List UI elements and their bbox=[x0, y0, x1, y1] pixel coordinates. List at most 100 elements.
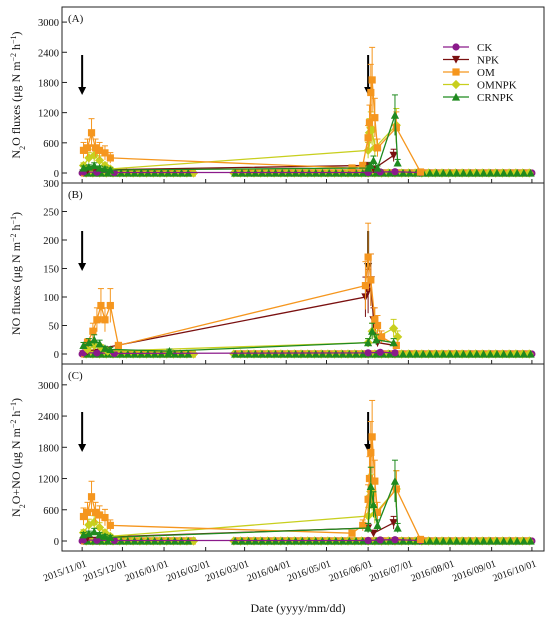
y-tick-label: 100 bbox=[43, 293, 59, 304]
y-axis-label-part: h bbox=[9, 224, 23, 233]
baseline-marker bbox=[439, 349, 448, 358]
baseline-marker bbox=[425, 536, 434, 545]
y-tick-label: 3000 bbox=[38, 381, 59, 392]
data-point bbox=[79, 146, 88, 154]
baseline-marker bbox=[439, 536, 448, 545]
baseline-marker bbox=[459, 536, 468, 545]
baseline-marker bbox=[445, 168, 455, 177]
panel-label: (A) bbox=[68, 13, 84, 25]
data-point bbox=[371, 316, 379, 324]
y-tick-label: 2400 bbox=[38, 412, 59, 423]
data-point bbox=[364, 349, 372, 357]
data-point bbox=[392, 485, 400, 493]
x-tick-label: 2016/03/01 bbox=[204, 558, 251, 584]
data-point bbox=[364, 536, 372, 545]
data-point bbox=[101, 149, 109, 157]
data-point bbox=[89, 340, 99, 351]
x-tick-label: 2016/08/01 bbox=[409, 558, 456, 584]
series-crnpk bbox=[79, 94, 402, 174]
data-point bbox=[106, 345, 115, 354]
data-point bbox=[165, 347, 174, 355]
baseline-marker bbox=[385, 536, 394, 545]
baseline-marker bbox=[445, 536, 455, 545]
data-point bbox=[368, 433, 376, 441]
y-tick-label: 200 bbox=[43, 236, 59, 247]
data-point bbox=[100, 344, 110, 352]
data-point bbox=[91, 508, 100, 516]
x-axis-ticks: 2015/11/012015/12/012016/01/012016/02/01… bbox=[42, 558, 538, 584]
baseline-marker bbox=[311, 349, 320, 358]
data-point bbox=[359, 161, 367, 170]
series-line bbox=[83, 480, 399, 539]
panel-a: 0 600 1200 1800 2400 3000 (A) N2O fluxes (μg N … bbox=[9, 6, 545, 184]
baseline-marker bbox=[513, 349, 522, 358]
x-tick-label: 2016/09/01 bbox=[451, 558, 498, 584]
baseline-marker bbox=[452, 536, 461, 545]
baseline-marker bbox=[304, 349, 314, 358]
data-point bbox=[83, 144, 92, 152]
baseline-marker bbox=[526, 168, 535, 177]
fertilization-arrow-head bbox=[364, 444, 373, 452]
x-tick-label: 2015/12/01 bbox=[82, 558, 129, 584]
y-tick-label: 600 bbox=[43, 139, 59, 150]
baseline-marker bbox=[479, 349, 488, 358]
data-point bbox=[95, 163, 104, 172]
baseline-marker bbox=[412, 349, 421, 358]
data-point bbox=[101, 513, 109, 522]
series-crnpk bbox=[79, 322, 398, 355]
y-axis-label-part: N bbox=[9, 508, 23, 517]
series-crnpk bbox=[79, 459, 402, 541]
data-point bbox=[359, 521, 367, 529]
series-om bbox=[83, 222, 400, 350]
baseline-marker bbox=[278, 349, 287, 358]
data-point bbox=[367, 448, 375, 457]
baseline-marker bbox=[452, 168, 461, 177]
data-point bbox=[90, 161, 99, 170]
y-axis-label-part: −1 bbox=[9, 35, 18, 44]
data-point bbox=[93, 349, 101, 357]
data-point bbox=[89, 327, 97, 335]
x-tick-label: 2016/10/01 bbox=[491, 558, 538, 584]
baseline-marker bbox=[466, 168, 475, 177]
legend-marker bbox=[451, 55, 461, 64]
data-point bbox=[373, 163, 382, 172]
data-point bbox=[371, 477, 379, 485]
y-axis-label-part: O+NO (μg N m bbox=[9, 427, 23, 504]
baseline-marker bbox=[405, 349, 414, 358]
data-point bbox=[368, 327, 377, 335]
legend-marker bbox=[452, 43, 460, 51]
data-point bbox=[368, 76, 376, 84]
data-point bbox=[106, 521, 114, 529]
y-tick-label: 0 bbox=[54, 350, 59, 361]
data-point bbox=[390, 477, 400, 485]
data-point bbox=[363, 145, 373, 155]
baseline-marker bbox=[492, 349, 502, 358]
data-point bbox=[101, 316, 109, 324]
x-tick-label: 2016/04/01 bbox=[246, 558, 293, 584]
data-point bbox=[389, 519, 398, 527]
y-axis-label-part: −1 bbox=[9, 216, 18, 225]
data-point bbox=[84, 338, 93, 347]
data-point bbox=[373, 144, 382, 152]
baseline-marker bbox=[298, 349, 307, 358]
data-point bbox=[376, 348, 384, 356]
data-point bbox=[87, 129, 96, 137]
baseline-marker bbox=[526, 349, 535, 358]
data-point bbox=[366, 161, 375, 170]
data-point bbox=[372, 335, 381, 344]
baseline-marker bbox=[351, 349, 361, 358]
baseline-marker bbox=[345, 349, 354, 358]
legend-label: NPK bbox=[477, 55, 499, 67]
baseline-marker bbox=[466, 536, 475, 545]
baseline-marker bbox=[385, 349, 394, 358]
x-tick-label: 2016/06/01 bbox=[328, 558, 375, 584]
data-point bbox=[369, 156, 378, 165]
data-point bbox=[90, 335, 99, 344]
series-line bbox=[83, 329, 394, 352]
data-point bbox=[364, 287, 373, 296]
data-point bbox=[364, 253, 372, 261]
y-axis-label-part: −2 bbox=[9, 233, 18, 242]
data-point bbox=[393, 158, 402, 167]
data-point bbox=[95, 530, 104, 539]
y-tick-label: 1200 bbox=[38, 109, 59, 120]
